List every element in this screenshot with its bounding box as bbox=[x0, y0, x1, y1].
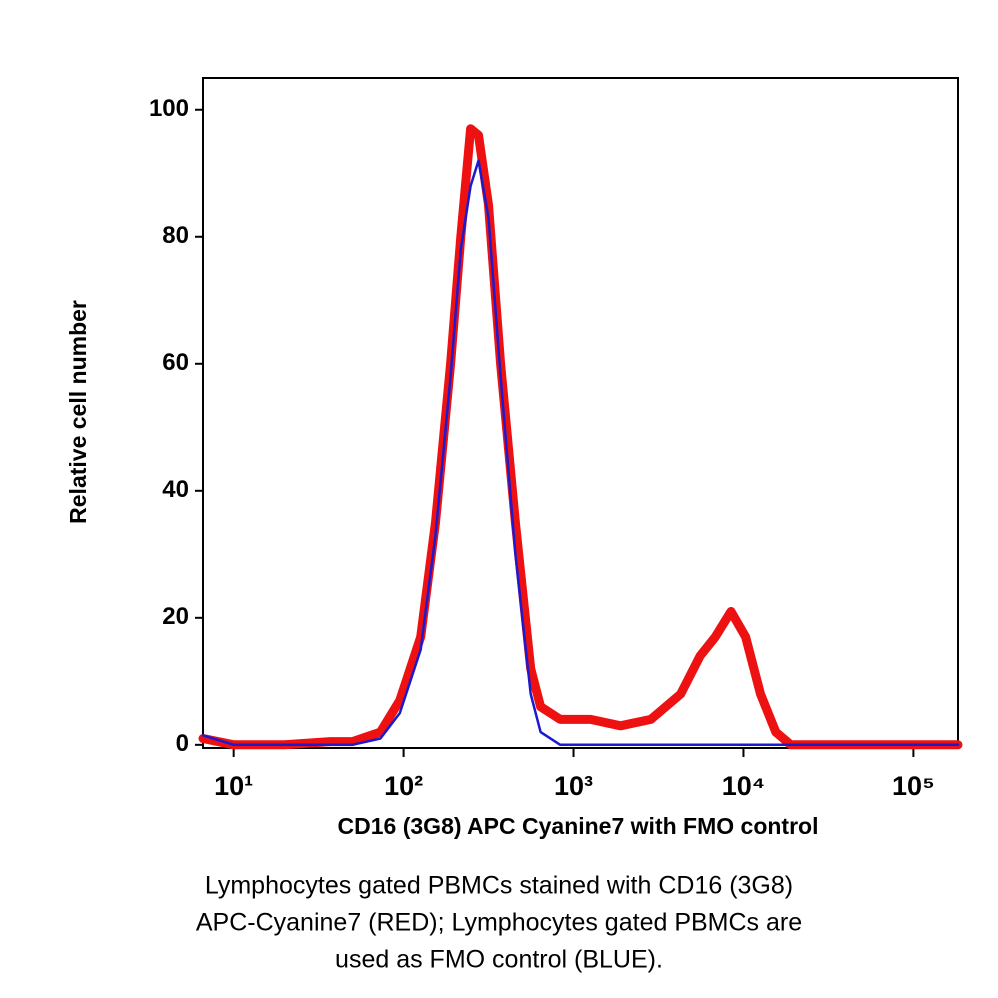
y-tick-label: 80 bbox=[162, 222, 189, 249]
y-tick-label: 0 bbox=[176, 730, 189, 757]
caption-line: APC-Cyanine7 (RED); Lymphocytes gated PB… bbox=[196, 909, 802, 937]
plot-frame bbox=[202, 77, 959, 749]
x-tick-label: 10⁴ bbox=[722, 771, 765, 801]
x-tick-label: 10⁵ bbox=[892, 771, 935, 801]
y-tick-label: 20 bbox=[162, 603, 189, 630]
series-line bbox=[201, 159, 960, 747]
x-axis-title: CD16 (3G8) APC Cyanine7 with FMO control bbox=[338, 813, 819, 839]
series-line bbox=[198, 124, 963, 750]
y-tick-label: 60 bbox=[162, 349, 189, 376]
x-tick-label: 10¹ bbox=[214, 771, 253, 801]
caption-line: used as FMO control (BLUE). bbox=[335, 946, 663, 974]
y-tick-label: 40 bbox=[162, 476, 189, 503]
y-tick-label: 100 bbox=[149, 95, 189, 122]
x-tick-label: 10³ bbox=[554, 771, 593, 801]
x-tick-label: 10² bbox=[384, 771, 423, 801]
y-axis-title: Relative cell number bbox=[65, 300, 91, 524]
caption-line: Lymphocytes gated PBMCs stained with CD1… bbox=[205, 872, 793, 900]
